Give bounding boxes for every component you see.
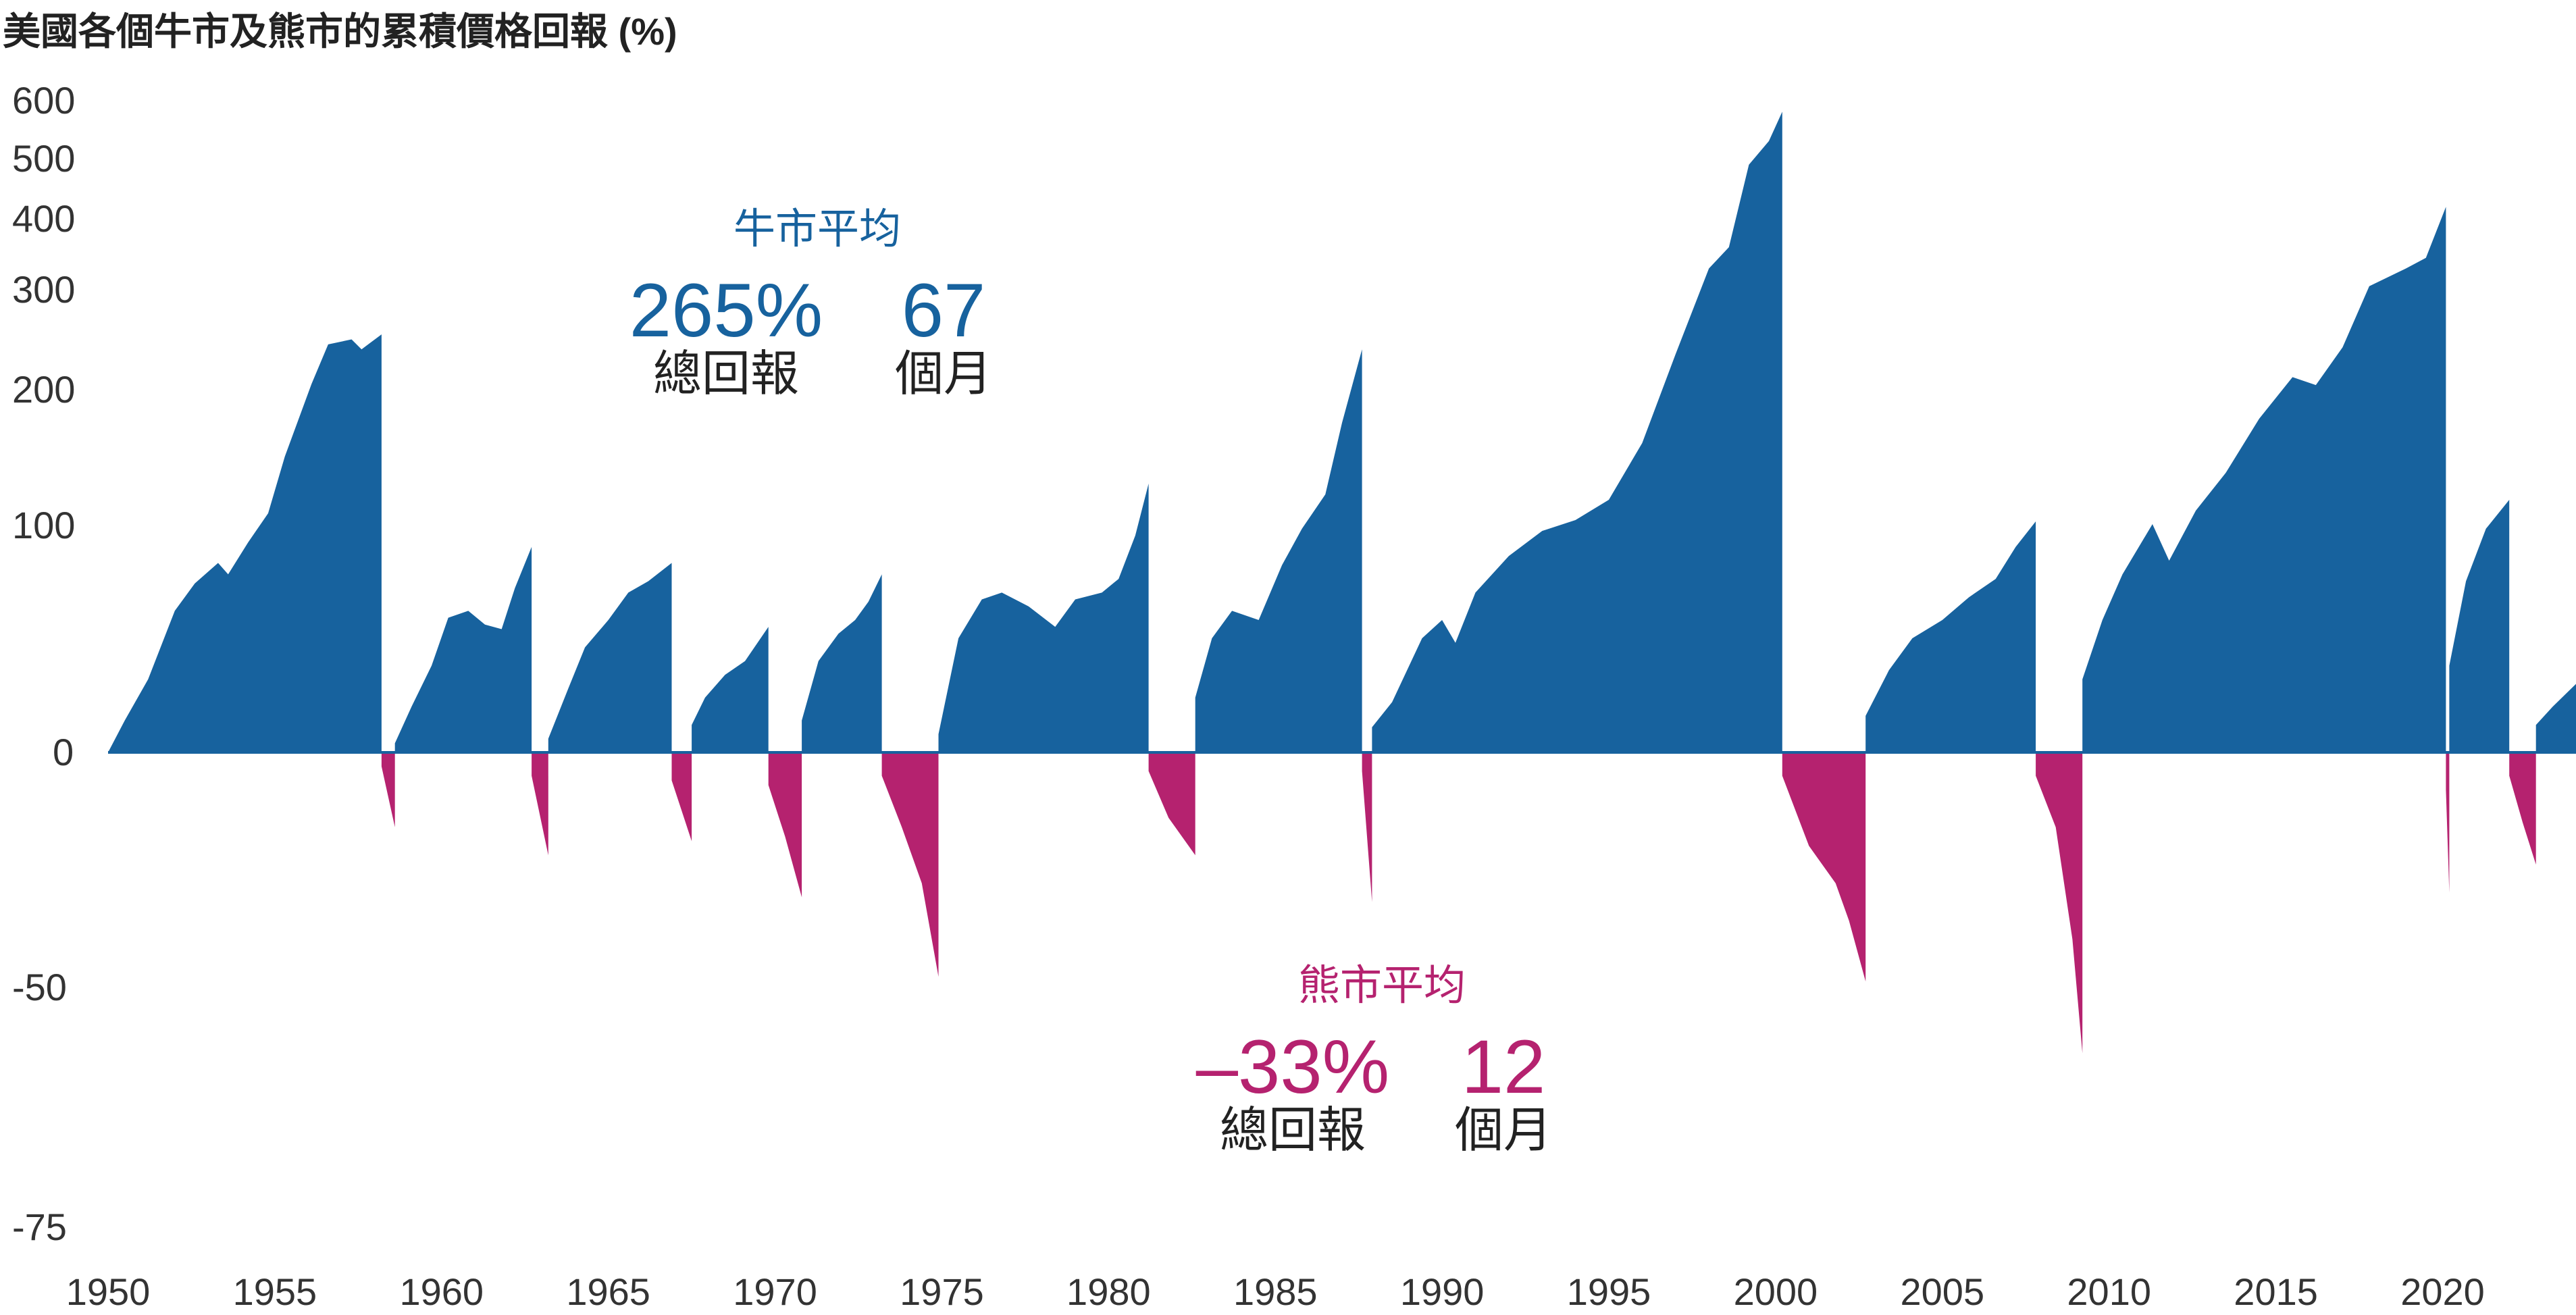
x-tick-label: 1950 [66, 1270, 151, 1313]
x-tick-label: 1965 [566, 1270, 650, 1313]
y-tick-label: 500 [12, 137, 75, 180]
bear-duration-label: 個月 [1455, 1104, 1552, 1158]
bear-annotation-heading: 熊市平均 [1298, 962, 1466, 1009]
x-tick-label: 2020 [2400, 1270, 2485, 1313]
bull-market-area-8 [1372, 111, 1782, 752]
bear-market-area-5 [881, 752, 939, 977]
x-tick-label: 2015 [2234, 1270, 2318, 1313]
chart-title: 美國各個牛市及熊市的累積價格回報 (%) [3, 10, 677, 53]
bear-market-area-4 [768, 752, 802, 898]
bull-market-area-12 [2535, 684, 2576, 752]
x-tick-label: 1955 [233, 1270, 317, 1313]
bear-market-area-9 [2036, 752, 2083, 1054]
x-tick-label: 1960 [399, 1270, 484, 1313]
bull-market-area-11 [2449, 500, 2510, 752]
bull-annotation-heading: 牛市平均 [733, 206, 901, 253]
bull-market-area-6 [938, 484, 1149, 752]
y-tick-label: 100 [12, 504, 75, 546]
x-axis-labels: 1950 1955 1960 1965 1970 1975 1980 1985 1990 1995… [66, 1270, 2485, 1313]
y-tick-label: 400 [12, 197, 75, 240]
y-tick-label: 600 [12, 79, 75, 122]
bear-market-area-1 [381, 752, 395, 827]
y-tick-label: 200 [12, 368, 75, 411]
bull-return-label: 總回報 [653, 347, 799, 401]
bear-market-area-6 [1148, 752, 1195, 856]
bear-return-label: 總回報 [1220, 1104, 1366, 1158]
bull-return-value: 265% [629, 268, 823, 353]
bear-duration-value: 12 [1462, 1025, 1546, 1109]
bear-market-area-8 [1782, 752, 1866, 982]
bull-duration-label: 個月 [895, 347, 992, 401]
bull-market-area-9 [1865, 521, 2036, 752]
bull-market-area-1 [108, 334, 382, 753]
y-tick-label: -50 [12, 966, 67, 1008]
y-tick-label: 300 [12, 268, 75, 311]
bull-market-area-4 [692, 627, 769, 752]
x-tick-label: 1985 [1233, 1270, 1318, 1313]
bear-market-area-7 [1362, 752, 1372, 902]
y-tick-label: 0 [53, 731, 74, 773]
x-tick-label: 2005 [1901, 1270, 1985, 1313]
bear-return-value: –33% [1196, 1025, 1389, 1109]
x-tick-label: 1995 [1567, 1270, 1651, 1313]
bull-market-area-2 [394, 546, 532, 752]
x-tick-label: 1975 [900, 1270, 984, 1313]
x-tick-label: 1980 [1066, 1270, 1151, 1313]
bear-market-area-3 [671, 752, 692, 842]
bear-annotation: 熊市平均 –33% 12 總回報 個月 [1196, 962, 1552, 1158]
bear-market-area-2 [532, 752, 548, 856]
bull-market-area-10 [2082, 207, 2446, 752]
bull-market-area-5 [802, 574, 882, 752]
y-tick-label: -75 [12, 1206, 67, 1248]
bull-duration-value: 67 [902, 268, 986, 353]
y-axis-labels: 600 500 400 300 200 100 0 -50 -75 [12, 79, 75, 1248]
x-tick-label: 1970 [733, 1270, 817, 1313]
x-tick-label: 2010 [2067, 1270, 2151, 1313]
bear-market-area-11 [2509, 752, 2536, 865]
x-tick-label: 1990 [1400, 1270, 1485, 1313]
bear-market-area-10 [2446, 752, 2450, 893]
bull-annotation: 牛市平均 265% 67 總回報 個月 [629, 206, 992, 401]
bars-layer [108, 111, 2576, 1054]
x-tick-label: 2000 [1734, 1270, 1818, 1313]
bull-market-area-3 [548, 563, 672, 752]
bull-market-area-7 [1195, 349, 1362, 752]
